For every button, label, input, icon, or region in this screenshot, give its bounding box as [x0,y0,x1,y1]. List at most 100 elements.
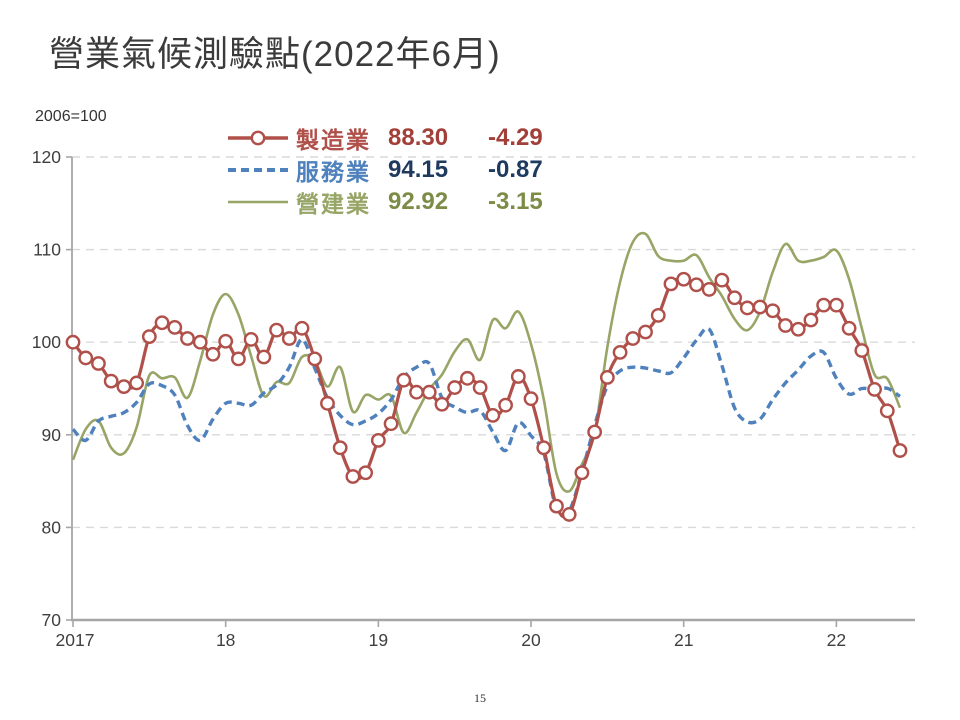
legend-change-manufacturing: -4.29 [488,124,543,151]
chart-legend: 製造業 88.30 -4.29 服務業 94.15 -0.87 營建業 92.9… [228,122,580,218]
manufacturing-line-sample-icon [228,128,288,148]
legend-line-glyph [228,130,288,146]
legend-change-construction: -3.15 [488,188,543,215]
manufacturing-marker [549,498,564,514]
manufacturing-marker [472,380,488,395]
legend-value-manufacturing: 88.30 [388,124,449,151]
manufacturing-marker [803,312,819,328]
legend-value-construction: 92.92 [388,188,449,215]
manufacturing-marker [320,395,335,411]
legend-row-services: 服務業 94.15 -0.87 [228,154,580,186]
manufacturing-marker [752,299,768,315]
manufacturing-marker [778,318,793,333]
manufacturing-marker [612,344,628,360]
legend-label-construction: 營建業 [296,191,371,217]
manufacturing-marker [421,384,437,400]
manufacturing-marker [574,465,590,481]
legend-row-manufacturing: 製造業 88.30 -4.29 [228,122,580,154]
manufacturing-marker [345,469,361,484]
x-tick-label-22: 22 [827,630,846,650]
manufacturing-marker [370,432,386,448]
manufacturing-marker [879,403,895,419]
manufacturing-marker [854,343,870,358]
y-tick-label-120: 120 [32,147,61,167]
services-line [71,326,901,518]
manufacturing-marker [892,443,908,458]
manufacturing-marker [650,307,666,323]
manufacturing-marker [689,277,704,293]
manufacturing-marker [294,320,310,336]
legend-marker-circle [250,130,266,146]
y-tick-label-70: 70 [42,610,62,630]
manufacturing-marker [536,440,552,456]
manufacturing-marker [727,290,742,306]
construction-line-sample-icon [228,192,288,212]
y-tick-label-100: 100 [32,332,61,352]
manufacturing-marker [256,349,272,365]
legend-line-glyph [228,200,288,204]
manufacturing-marker [447,380,463,395]
manufacturing-marker [523,391,539,407]
manufacturing-marker [192,334,208,350]
manufacturing-marker [243,332,259,347]
manufacturing-marker [485,407,501,423]
manufacturing-marker [230,351,246,367]
legend-label-manufacturing: 製造業 [296,127,371,153]
manufacturing-marker [498,397,513,413]
legend-line-glyph [228,168,288,172]
manufacturing-marker [78,350,94,366]
x-tick-label-19: 19 [369,630,388,650]
manufacturing-marker [116,379,132,395]
legend-value-services: 94.15 [388,156,449,183]
x-tick-label-21: 21 [674,630,693,650]
manufacturing-marker [91,356,106,371]
services-line-sample-icon [228,160,288,180]
x-tick-label-18: 18 [216,630,235,650]
page-title: 營業氣候測驗點(2022年6月) [49,35,501,74]
manufacturing-marker [434,396,450,412]
manufacturing-marker [396,372,412,388]
legend-label-services: 服務業 [296,159,371,185]
manufacturing-marker [816,297,832,313]
manufacturing-marker [180,331,195,346]
x-tick-label-20: 20 [521,630,541,650]
manufacturing-marker [358,465,374,481]
legend-change-services: -0.87 [488,156,543,183]
manufacturing-marker [561,507,577,522]
manufacturing-marker [205,346,221,362]
manufacturing-marker [587,424,603,440]
manufacturing-marker [714,272,730,288]
index-base-note: 2006=100 [35,108,107,125]
manufacturing-marker [167,319,183,335]
manufacturing-marker [460,370,475,386]
manufacturing-marker [625,331,641,346]
legend-row-construction: 營建業 92.92 -3.15 [228,186,580,218]
manufacturing-marker [739,300,755,316]
manufacturing-marker [332,440,348,456]
manufacturing-marker [65,334,81,350]
manufacturing-marker [638,324,653,340]
manufacturing-marker [154,315,170,331]
manufacturing-marker [701,282,717,297]
manufacturing-marker [599,369,615,385]
manufacturing-marker [765,303,781,319]
manufacturing-marker [828,297,844,313]
x-tick-label-2017: 2017 [56,630,95,650]
manufacturing-marker [281,331,297,346]
manufacturing-marker [841,320,857,336]
manufacturing-marker [269,322,284,338]
page-number: 15 [474,691,486,705]
manufacturing-marker [790,321,806,337]
manufacturing-marker [676,271,692,287]
manufacturing-marker [409,384,424,400]
y-tick-label-80: 80 [42,517,62,537]
manufacturing-marker [218,333,234,349]
manufacturing-marker [867,382,882,397]
manufacturing-marker [383,416,399,432]
manufacturing-marker [129,375,145,391]
manufacturing-marker [103,373,119,389]
manufacturing-marker [663,276,679,292]
manufacturing-marker [510,369,526,384]
y-tick-label-90: 90 [42,425,62,445]
